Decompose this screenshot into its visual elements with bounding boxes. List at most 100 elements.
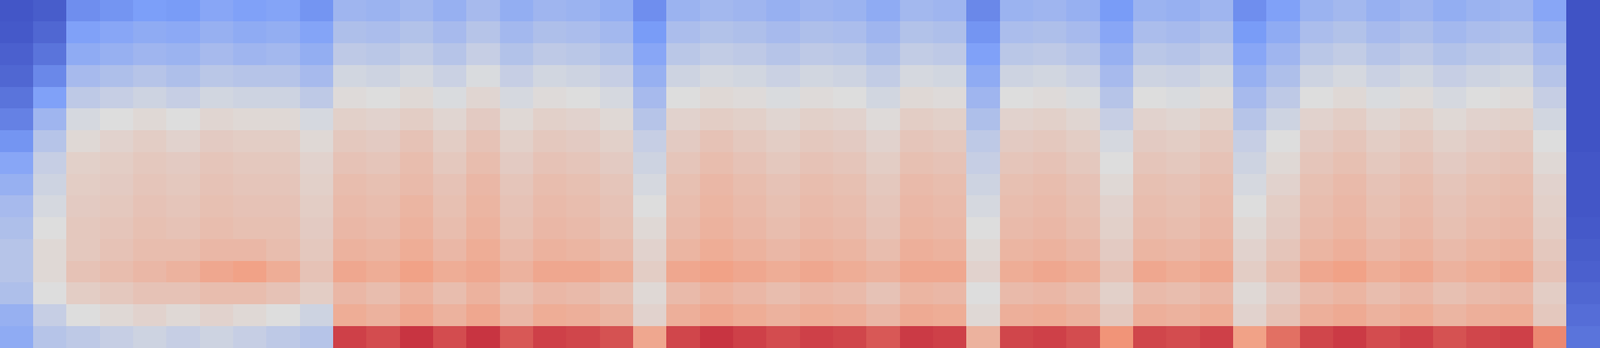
cell xyxy=(600,21,634,44)
cell xyxy=(200,21,234,44)
cell xyxy=(400,43,434,66)
cell xyxy=(600,281,634,305)
cell xyxy=(1033,43,1067,66)
cell xyxy=(1566,303,1600,327)
cell xyxy=(333,260,367,283)
cell xyxy=(800,21,834,44)
cell xyxy=(1566,151,1600,175)
cell xyxy=(1533,238,1567,262)
cell xyxy=(300,86,334,109)
cell xyxy=(1033,173,1067,196)
cell xyxy=(1500,0,1534,22)
cell xyxy=(800,151,834,175)
cell xyxy=(266,151,301,175)
cell xyxy=(800,86,834,109)
cell xyxy=(1366,43,1401,66)
cell xyxy=(366,216,401,240)
cell xyxy=(66,281,101,305)
cell xyxy=(933,325,967,348)
cell xyxy=(1133,216,1167,240)
cell xyxy=(666,173,701,196)
cell xyxy=(533,21,567,44)
cell xyxy=(1300,151,1334,175)
cell xyxy=(866,21,901,44)
cell xyxy=(400,325,434,348)
cell xyxy=(1100,86,1134,109)
cell xyxy=(900,130,934,153)
cell xyxy=(1433,238,1467,262)
cell xyxy=(0,216,34,240)
cell xyxy=(1166,65,1201,88)
cell xyxy=(966,281,1001,305)
cell xyxy=(766,173,801,196)
cell xyxy=(900,260,934,283)
cell xyxy=(466,173,501,196)
cell xyxy=(933,21,967,44)
cell xyxy=(1500,130,1534,153)
cell xyxy=(1266,21,1301,44)
cell xyxy=(1400,43,1434,66)
cell xyxy=(1533,303,1567,327)
cell xyxy=(666,43,701,66)
cell xyxy=(1500,260,1534,283)
cell xyxy=(66,0,101,22)
cell xyxy=(1533,173,1567,196)
cell xyxy=(533,43,567,66)
cell xyxy=(500,65,534,88)
cell xyxy=(1333,65,1367,88)
cell xyxy=(1066,195,1101,218)
cell xyxy=(100,216,134,240)
cell xyxy=(833,216,867,240)
cell xyxy=(100,21,134,44)
cell xyxy=(1466,43,1501,66)
cell xyxy=(1433,65,1467,88)
cell xyxy=(1533,86,1567,109)
cell xyxy=(1100,65,1134,88)
cell xyxy=(1433,325,1467,348)
cell xyxy=(433,43,467,66)
cell xyxy=(366,151,401,175)
cell xyxy=(1233,151,1267,175)
cell xyxy=(1133,325,1167,348)
cell xyxy=(800,0,834,22)
cell xyxy=(400,303,434,327)
cell xyxy=(500,0,534,22)
cell xyxy=(1300,43,1334,66)
cell xyxy=(833,0,867,22)
cell xyxy=(1400,303,1434,327)
cell xyxy=(1033,238,1067,262)
cell xyxy=(1133,0,1167,22)
cell xyxy=(1366,216,1401,240)
cell xyxy=(1033,86,1067,109)
cell xyxy=(1366,281,1401,305)
cell xyxy=(1300,216,1334,240)
cell xyxy=(200,130,234,153)
cell xyxy=(566,0,601,22)
cell xyxy=(500,303,534,327)
cell xyxy=(266,238,301,262)
cell xyxy=(866,281,901,305)
cell xyxy=(500,325,534,348)
cell xyxy=(166,216,201,240)
cell xyxy=(1200,65,1234,88)
cell xyxy=(566,173,601,196)
cell xyxy=(1066,238,1101,262)
cell xyxy=(300,0,334,22)
cell xyxy=(266,21,301,44)
cell xyxy=(366,21,401,44)
cell xyxy=(1333,238,1367,262)
cell xyxy=(1533,216,1567,240)
cell xyxy=(1133,151,1167,175)
cell xyxy=(233,108,267,131)
cell xyxy=(33,151,67,175)
cell xyxy=(300,325,334,348)
cell xyxy=(600,173,634,196)
cell xyxy=(200,216,234,240)
cell xyxy=(933,238,967,262)
cell xyxy=(400,260,434,283)
cell xyxy=(133,43,167,66)
cell xyxy=(433,238,467,262)
cell xyxy=(1266,260,1301,283)
cell xyxy=(966,173,1001,196)
cell xyxy=(1300,21,1334,44)
